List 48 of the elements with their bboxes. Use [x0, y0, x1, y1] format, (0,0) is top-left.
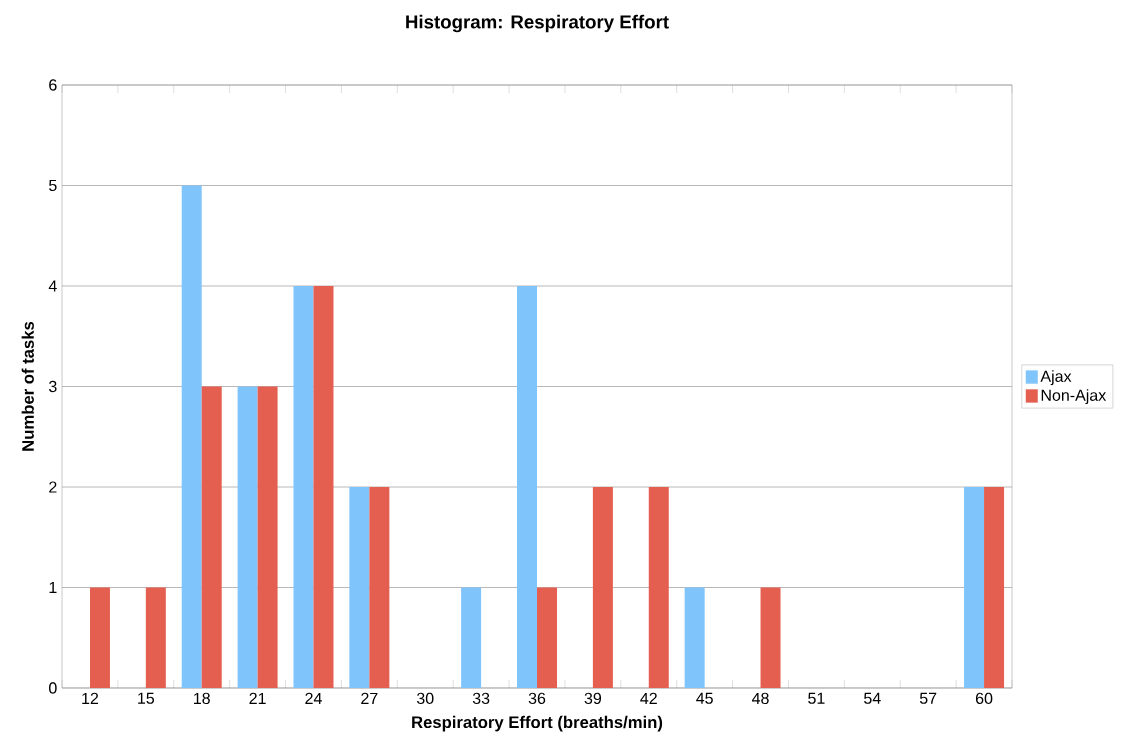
- bar: [684, 587, 705, 688]
- x-tick-label: 57: [919, 692, 937, 704]
- bar: [964, 487, 985, 688]
- bar: [89, 587, 110, 688]
- x-tick-label: 39: [584, 692, 602, 705]
- x-tick-label: 60: [975, 692, 993, 705]
- x-tick-label: 51: [808, 692, 825, 704]
- bar: [517, 286, 538, 688]
- x-tick-label: 36: [528, 692, 546, 705]
- bar: [349, 487, 370, 688]
- x-tick-label: 48: [752, 692, 769, 705]
- y-axis-title: Number of tasks: [21, 321, 34, 451]
- y-tick-label: 1: [49, 582, 57, 593]
- bar: [257, 386, 278, 688]
- y-tick-label: 5: [49, 179, 57, 192]
- bar: [181, 185, 202, 688]
- x-tick-label: 54: [864, 692, 881, 704]
- x-tick-label: 12: [82, 692, 99, 704]
- x-tick-label: 30: [416, 692, 434, 705]
- x-tick-label: 42: [640, 692, 657, 704]
- bar: [313, 286, 334, 688]
- bar: [461, 587, 482, 688]
- bar: [592, 487, 613, 688]
- x-tick-label: 24: [305, 692, 322, 704]
- bar: [369, 487, 390, 688]
- bar: [760, 587, 781, 688]
- x-tick-label: 33: [472, 692, 490, 705]
- bar: [648, 487, 669, 688]
- x-tick-label: 45: [696, 692, 713, 704]
- legend-label: Non-Ajax: [1041, 389, 1107, 405]
- x-tick-label: 15: [138, 692, 155, 704]
- legend-label: Ajax: [1040, 370, 1072, 386]
- y-tick-label: 2: [49, 481, 57, 493]
- bar: [984, 487, 1005, 688]
- bar: [537, 587, 558, 688]
- bar: [293, 286, 314, 688]
- x-tick-label: 21: [249, 692, 266, 704]
- y-tick-label: 6: [49, 79, 57, 91]
- x-tick-label: 27: [361, 692, 378, 704]
- y-tick-label: 0: [49, 682, 57, 694]
- y-tick-label: 4: [48, 280, 57, 292]
- x-tick-label: 18: [194, 692, 210, 705]
- y-tick-label: 3: [49, 380, 57, 393]
- chart-title: Histogram: Respiratory Effort: [406, 14, 669, 33]
- bar: [201, 386, 222, 688]
- x-axis-title: Respiratory Effort (breaths/min): [412, 715, 663, 732]
- bar: [237, 386, 258, 688]
- bar: [145, 587, 166, 688]
